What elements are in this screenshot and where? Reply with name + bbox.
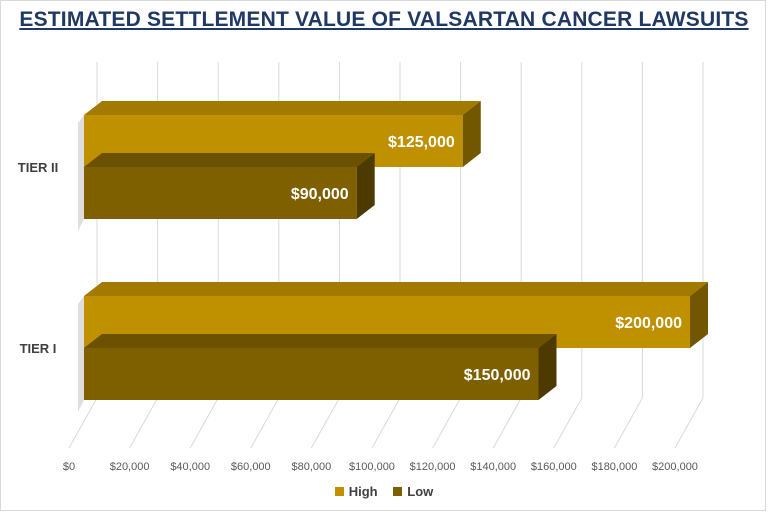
data-label: $125,000 — [388, 134, 455, 151]
legend-item-high: High — [334, 484, 378, 499]
bar-end-face — [690, 282, 708, 348]
data-label: $150,000 — [464, 367, 531, 384]
x-tick-label: $140,000 — [470, 461, 516, 473]
data-label: $90,000 — [291, 186, 349, 203]
legend-item-low: Low — [393, 484, 433, 499]
floor-gridline — [674, 397, 704, 449]
floor-gridline — [129, 397, 159, 449]
bar-top-face — [84, 153, 375, 167]
bar-end-face — [356, 153, 375, 219]
x-tick-label: $40,000 — [170, 461, 210, 473]
x-tick-label: $120,000 — [410, 461, 456, 473]
bar-top-face — [84, 282, 708, 296]
chart-title: ESTIMATED SETTLEMENT VALUE OF VALSARTAN … — [19, 8, 749, 31]
x-tick-label: $160,000 — [531, 461, 577, 473]
bar-shadow — [78, 115, 84, 231]
category-label: TIER I — [20, 341, 57, 356]
bar-top-face — [84, 334, 557, 348]
x-tick-label: $200,000 — [652, 461, 698, 473]
floor-gridline — [553, 397, 583, 449]
floor-gridline — [492, 397, 522, 449]
x-tick-label: $80,000 — [292, 461, 332, 473]
legend-swatch-low — [393, 487, 403, 496]
floor-gridline — [432, 397, 462, 449]
x-tick-label: $0 — [63, 461, 75, 473]
bar — [84, 348, 539, 400]
legend: High Low — [0, 484, 768, 499]
floor-gridline — [310, 397, 340, 449]
bar-end-face — [462, 101, 481, 167]
legend-label-low: Low — [407, 484, 434, 499]
bar-top-face — [84, 101, 481, 115]
category-label: TIER II — [18, 160, 58, 175]
floor-gridline — [68, 397, 98, 449]
bar — [84, 167, 357, 219]
bar-shadow — [78, 296, 84, 412]
data-label: $200,000 — [615, 315, 682, 332]
floor-gridline — [250, 397, 280, 449]
x-tick-label: $100,000 — [349, 461, 395, 473]
bar-end-face — [538, 334, 557, 400]
floor-gridline — [371, 397, 401, 449]
legend-label-high: High — [348, 484, 378, 499]
x-tick-label: $180,000 — [591, 461, 637, 473]
floor-gridline — [613, 397, 643, 449]
x-tick-label: $60,000 — [231, 461, 271, 473]
floor-gridline — [189, 397, 219, 449]
legend-swatch-high — [334, 487, 344, 496]
x-tick-label: $20,000 — [110, 461, 150, 473]
